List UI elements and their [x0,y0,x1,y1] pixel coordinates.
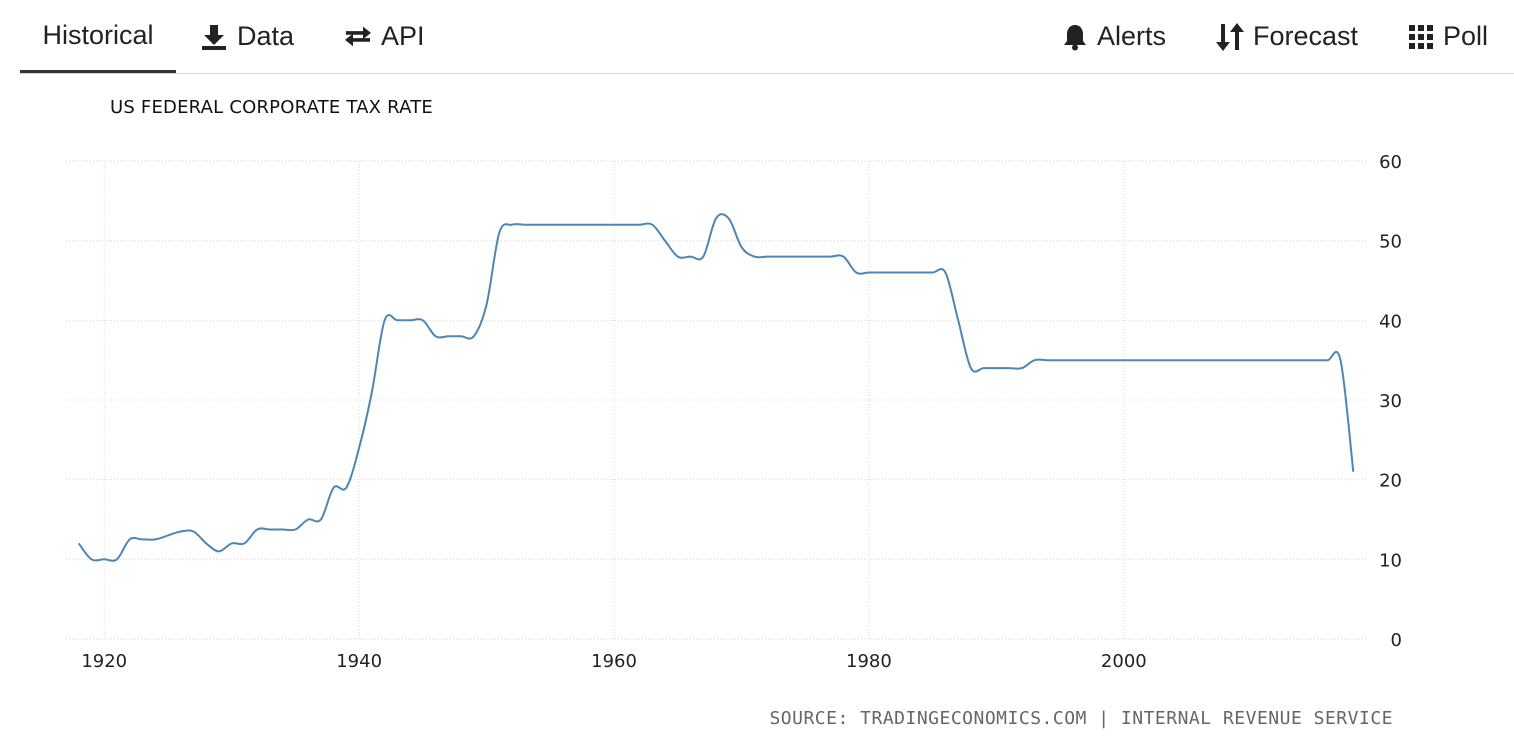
chart-title: US FEDERAL CORPORATE TAX RATE [110,97,433,118]
source-separator: | [1086,708,1121,729]
x-tick-label: 1920 [81,651,127,672]
tab-alerts[interactable]: Alerts [1062,0,1166,73]
tab-alerts-label: Alerts [1097,21,1167,51]
y-tick-label: 0 [1391,630,1402,651]
series-line-0 [77,213,1355,562]
download-icon [200,23,228,51]
grid-icon [1408,24,1434,50]
source-line: SOURCE: TRADINGECONOMICS.COM | INTERNAL … [769,708,1393,729]
source-link-tradingeconomics[interactable]: TRADINGECONOMICS.COM [860,708,1087,729]
tab-data[interactable]: Data [200,0,294,73]
y-tick-label: 10 [1379,550,1402,571]
series-layer [77,213,1355,562]
tab-api-label: API [381,21,425,51]
tab-bar: Historical Data API Alerts Forecast Poll [20,0,1514,74]
y-axis-ticks: 0 10 20 30 40 50 60 [1379,152,1402,651]
y-tick-label: 30 [1379,391,1402,412]
bell-icon [1062,23,1088,51]
tab-forecast[interactable]: Forecast [1216,0,1358,73]
x-tick-label: 1980 [846,651,892,672]
tab-poll-label: Poll [1443,21,1489,51]
tab-api[interactable]: API [344,0,425,73]
x-tick-label: 1960 [591,651,637,672]
source-prefix: SOURCE: [769,708,861,729]
y-tick-label: 50 [1379,232,1402,253]
y-tick-label: 40 [1379,311,1402,332]
tab-poll[interactable]: Poll [1408,0,1488,73]
tab-data-label: Data [237,21,295,51]
x-axis-ticks: 1920 1940 1960 1980 2000 [81,651,1146,672]
grid-lines [66,160,1366,640]
tab-forecast-label: Forecast [1253,21,1359,51]
y-tick-label: 60 [1379,152,1402,173]
sort-arrows-icon [1216,22,1244,52]
tab-historical[interactable]: Historical [20,0,176,73]
source-link-irs[interactable]: INTERNAL REVENUE SERVICE [1120,708,1393,729]
x-tick-label: 1940 [336,651,382,672]
swap-arrows-icon [344,23,372,51]
y-tick-label: 20 [1379,471,1402,492]
tab-historical-label: Historical [42,19,154,50]
x-tick-label: 2000 [1101,651,1147,672]
